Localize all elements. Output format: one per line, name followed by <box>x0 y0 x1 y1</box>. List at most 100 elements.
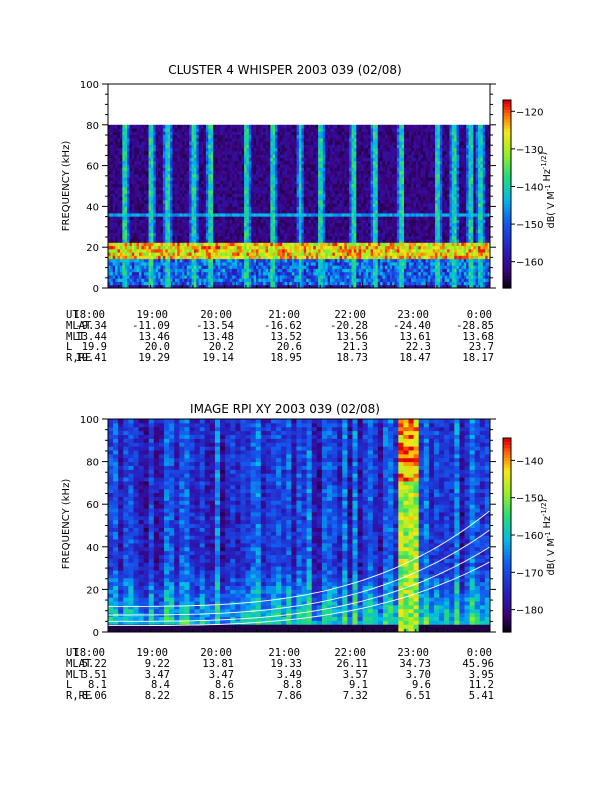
spectrogram-cell <box>341 124 345 129</box>
spectrogram-cell <box>330 167 333 171</box>
spectrogram-cell <box>284 209 288 214</box>
spectrogram-cell <box>325 186 329 191</box>
spectrogram-cell <box>170 134 173 139</box>
spectrogram-cell <box>248 144 252 149</box>
spectrogram-cell <box>167 199 171 204</box>
spectrogram-cell <box>167 281 171 286</box>
spectrogram-cell <box>177 229 181 234</box>
spectrogram-cell <box>198 235 202 240</box>
spectrogram-cell <box>165 252 169 256</box>
spectrogram-cell <box>301 274 305 279</box>
spectrogram-cell <box>277 199 281 204</box>
spectrogram-cell <box>210 239 214 243</box>
spectrogram-cell <box>244 154 247 158</box>
spectrogram-cell <box>131 124 135 129</box>
spectrogram-cell <box>124 173 128 178</box>
spectrogram-cell <box>244 173 247 178</box>
spectrogram-cell <box>150 190 154 194</box>
spectrogram-cell <box>306 147 310 152</box>
spectrogram-cell <box>320 258 324 263</box>
spectrogram-cell <box>115 232 119 237</box>
spectrogram-cell <box>322 167 326 171</box>
spectrogram-cell <box>265 232 269 237</box>
spectrogram-cell <box>148 265 152 269</box>
spectrogram-cell <box>134 183 138 188</box>
spectrogram-cell <box>205 154 209 158</box>
spectrogram-cell <box>282 137 286 142</box>
spectrogram-cell <box>344 144 348 149</box>
spectrogram-cell <box>272 203 276 207</box>
spectrogram-cell <box>191 268 195 273</box>
spectrogram-cell <box>313 232 317 237</box>
spectrogram-cell <box>222 186 226 191</box>
spectrogram-cell <box>322 141 326 145</box>
spectrogram-cell <box>244 190 247 194</box>
spectrogram-cell <box>263 134 267 139</box>
spectrogram-cell <box>239 196 243 201</box>
spectrogram-cell <box>165 147 169 152</box>
spectrogram-cell <box>327 163 331 168</box>
spectrogram-cell <box>150 199 154 204</box>
spectrogram-cell <box>241 278 245 282</box>
spectrogram-cell <box>146 150 150 155</box>
spectrogram-cell <box>162 180 166 185</box>
spectrogram-cell <box>117 258 121 263</box>
spectrogram-cell <box>158 128 162 132</box>
spectrogram-cell <box>184 235 188 240</box>
spectrogram-cell <box>184 199 188 204</box>
spectrogram-cell <box>241 245 245 250</box>
spectrogram-cell <box>191 124 195 129</box>
spectrogram-cell <box>239 141 243 145</box>
spectrogram-cell <box>162 190 166 194</box>
spectrogram-cell <box>282 232 286 237</box>
spectrogram-cell <box>160 225 164 230</box>
spectrogram-cell <box>299 167 302 171</box>
spectrogram-cell <box>208 147 212 152</box>
spectrogram-cell <box>201 193 204 198</box>
spectrogram-cell <box>299 245 302 250</box>
spectrogram-cell <box>127 229 130 234</box>
spectrogram-cell <box>330 190 333 194</box>
spectrogram-cell <box>296 271 300 276</box>
spectrogram-cell <box>284 183 288 188</box>
spectrogram-cell <box>110 190 114 194</box>
spectrogram-cell <box>320 261 324 266</box>
spectrogram-cell <box>198 258 202 263</box>
spectrogram-cell <box>172 134 176 139</box>
spectrogram-cell <box>196 177 200 181</box>
spectrogram-cell <box>134 281 138 286</box>
spectrogram-cell <box>167 225 171 230</box>
spectrogram-cell <box>160 147 164 152</box>
spectrogram-cell <box>334 203 338 207</box>
spectrogram-cell <box>220 252 224 256</box>
spectrogram-cell <box>341 229 345 234</box>
spectrogram-cell <box>341 186 345 191</box>
spectrogram-cell <box>191 177 195 181</box>
spectrogram-cell <box>330 199 333 204</box>
spectrogram-cell <box>129 216 133 220</box>
spectrogram-cell <box>320 203 324 207</box>
spectrogram-cell <box>108 137 111 142</box>
spectrogram-cell <box>294 222 298 227</box>
spectrogram-cell <box>296 225 300 230</box>
spectrogram-cell <box>139 261 142 266</box>
spectrogram-cell <box>236 248 240 253</box>
spectrogram-cell <box>296 252 300 256</box>
spectrogram-cell <box>320 183 324 188</box>
spectrogram-cell <box>146 144 150 149</box>
spectrogram-cell <box>260 147 264 152</box>
spectrogram-cell <box>236 255 240 260</box>
spectrogram-cell <box>275 196 279 201</box>
spectrogram-cell <box>267 235 271 240</box>
spectrogram-cell <box>344 232 348 237</box>
spectrogram-cell <box>186 232 190 237</box>
spectrogram-cell <box>308 242 312 247</box>
spectrogram-cell <box>196 235 200 240</box>
spectrogram-cell <box>339 141 343 145</box>
spectrogram-cell <box>136 268 140 273</box>
spectrogram-cell <box>265 248 269 253</box>
spectrogram-cell <box>193 199 197 204</box>
spectrogram-cell <box>143 248 147 253</box>
spectrogram-cell <box>291 225 295 230</box>
spectrogram-cell <box>153 274 157 279</box>
